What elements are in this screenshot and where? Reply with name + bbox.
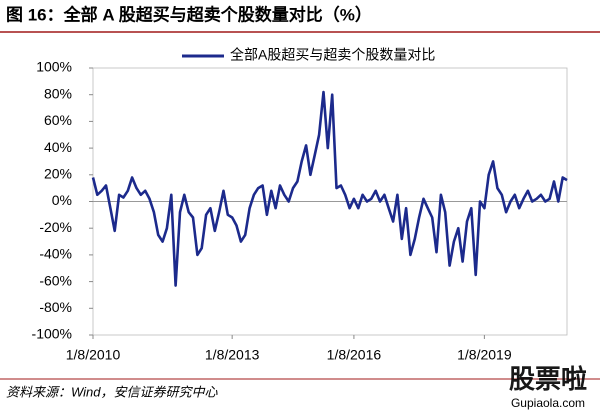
legend-label: 全部A股超买与超卖个股数量对比 [230,47,435,63]
y-tick-label: 100% [36,59,72,75]
x-tick-label: 1/8/2016 [327,347,382,363]
x-tick-label: 1/8/2013 [205,347,260,363]
y-tick-label: -20% [39,219,72,235]
y-tick-label: -100% [32,326,72,342]
y-tick-label: 20% [44,166,72,182]
source: 资料来源：Wind，安信证券研究中心 [6,384,219,399]
y-tick-label: -60% [39,272,72,288]
watermark-url: Gupiaola.com [511,396,585,410]
x-tick-label: 1/8/2019 [457,347,512,363]
y-tick-label: -40% [39,246,72,262]
series-line [91,90,568,287]
y-tick-label: 80% [44,85,72,101]
y-tick-label: -80% [39,299,72,315]
chart-title: 图 16：全部 A 股超买与超卖个股数量对比（%） [6,4,372,24]
watermark: 股票啦 [509,364,587,394]
y-tick-label: 60% [44,112,72,128]
y-tick-label: 0% [52,192,72,208]
x-tick-label: 1/8/2010 [66,347,121,363]
y-tick-label: 40% [44,139,72,155]
